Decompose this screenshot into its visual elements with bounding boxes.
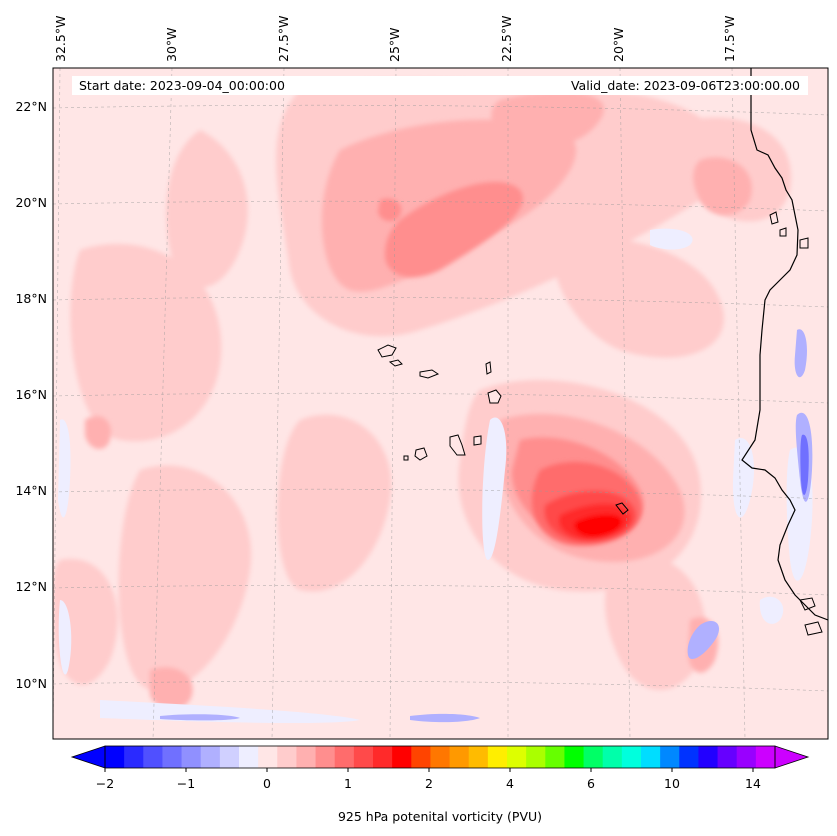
- lon-label: 22.5°W: [499, 16, 514, 62]
- colorbar-tick-label: 1: [344, 776, 352, 791]
- map-frame: [52, 67, 829, 740]
- colorbar-swatch: [105, 746, 125, 768]
- lon-label: 30°W: [164, 27, 179, 62]
- cape-verde-island: [485, 361, 492, 375]
- colorbar-tick-label: −2: [96, 776, 114, 791]
- pv-contour-negative-light: [58, 228, 813, 724]
- colorbar-swatch: [373, 746, 393, 768]
- date-box: [72, 76, 808, 95]
- colorbar-swatch: [679, 746, 700, 768]
- colorbar-swatch: [468, 746, 489, 768]
- colorbar-swatch: [411, 746, 432, 768]
- valid-date-label: Valid_date: 2023-09-06T23:00:00.00: [571, 78, 800, 93]
- lat-label: 16°N: [15, 387, 47, 402]
- colorbar-swatch: [277, 746, 298, 768]
- island-coast: [799, 597, 816, 611]
- colorbar-swatch: [296, 746, 317, 768]
- cape-verde-island: [414, 447, 428, 461]
- colorbar-tick-label: 2: [425, 776, 433, 791]
- colorbar-swatch: [200, 746, 221, 768]
- graticule: [53, 68, 828, 739]
- colorbar-label: 925 hPa potenital vorticity (PVU): [338, 809, 542, 824]
- lat-label: 12°N: [15, 579, 47, 594]
- colorbar-swatch: [621, 746, 642, 768]
- lat-label: 14°N: [15, 483, 47, 498]
- longitude-labels: 32.5°W 30°W 27.5°W 25°W 22.5°W 20°W 17.5…: [53, 16, 737, 62]
- cape-verde-island: [487, 389, 502, 404]
- map-panel: Start date: 2023-09-04_00:00:00 Valid_da…: [52, 67, 829, 740]
- colorbar-swatch: [526, 746, 546, 768]
- colorbar-swatch: [315, 746, 336, 768]
- colorbar-swatch: [641, 746, 661, 768]
- lon-label: 20°W: [611, 27, 626, 62]
- island-coast: [799, 237, 809, 249]
- cape-verde-island: [419, 369, 440, 379]
- colorbar-tick-label: 10: [664, 776, 680, 791]
- colorbar-swatch: [392, 746, 412, 768]
- colorbar-swatch: [507, 746, 527, 768]
- cape-verde-island: [377, 344, 397, 358]
- lat-label: 18°N: [15, 291, 47, 306]
- colorbar-swatch: [755, 746, 776, 768]
- colorbar-frame: [104, 745, 776, 769]
- colorbar-swatch: [583, 746, 604, 768]
- colorbar-under-arrow: [70, 745, 106, 769]
- colorbar-swatches: [105, 746, 776, 768]
- colorbar-tick-label: 0: [263, 776, 271, 791]
- pv-vortex: [531, 461, 642, 546]
- lon-label: 32.5°W: [53, 16, 68, 62]
- lon-label: 17.5°W: [722, 16, 737, 62]
- pv-field: [53, 68, 828, 739]
- colorbar-swatch: [736, 746, 757, 768]
- cape-verde-island: [388, 359, 403, 367]
- pv-contour-negative-strong: [800, 434, 809, 495]
- lon-label: 25°W: [387, 27, 402, 62]
- colorbar-swatch: [545, 746, 566, 768]
- colorbar-ticks: −2 −1 0 1 2 4 6 10 14: [96, 768, 761, 791]
- africa-coastline: [741, 68, 828, 621]
- colorbar-swatch: [239, 746, 259, 768]
- lat-label: 22°N: [15, 99, 47, 114]
- colorbar-tick-label: 14: [745, 776, 761, 791]
- colorbar-swatch: [602, 746, 623, 768]
- colorbar-swatch: [219, 746, 240, 768]
- start-date-label: Start date: 2023-09-04_00:00:00: [79, 78, 285, 93]
- colorbar-swatch: [430, 746, 451, 768]
- pv-contour-negative: [160, 329, 813, 723]
- colorbar-swatch: [334, 746, 355, 768]
- cape-verde-island: [403, 455, 409, 461]
- colorbar-swatch: [660, 746, 680, 768]
- colorbar-swatch: [717, 746, 738, 768]
- cape-verde-island: [449, 434, 466, 456]
- colorbar-over-arrow: [774, 745, 810, 769]
- colorbar-swatch: [162, 746, 183, 768]
- colorbar: −2 −1 0 1 2 4 6 10 14 925 hPa potenital …: [70, 745, 810, 824]
- colorbar-swatch: [698, 746, 719, 768]
- island-coast: [615, 502, 629, 515]
- lon-label: 27.5°W: [276, 16, 291, 62]
- colorbar-swatch: [564, 746, 585, 768]
- colorbar-swatch: [258, 746, 278, 768]
- cape-verde-island: [473, 435, 482, 446]
- lat-label: 20°N: [15, 195, 47, 210]
- colorbar-swatch: [143, 746, 164, 768]
- colorbar-swatch: [449, 746, 470, 768]
- colorbar-tick-label: 4: [506, 776, 514, 791]
- island-coast: [804, 621, 823, 636]
- colorbar-tick-label: −1: [177, 776, 195, 791]
- colorbar-swatch: [124, 746, 144, 768]
- island-coast: [769, 211, 779, 225]
- colorbar-swatch: [353, 746, 374, 768]
- island-coast: [779, 227, 787, 237]
- latitude-labels: 22°N 20°N 18°N 16°N 14°N 12°N 10°N: [15, 99, 47, 691]
- lat-label: 10°N: [15, 676, 47, 691]
- colorbar-tick-label: 6: [587, 776, 595, 791]
- colorbar-swatch: [487, 746, 508, 768]
- colorbar-swatch: [181, 746, 202, 768]
